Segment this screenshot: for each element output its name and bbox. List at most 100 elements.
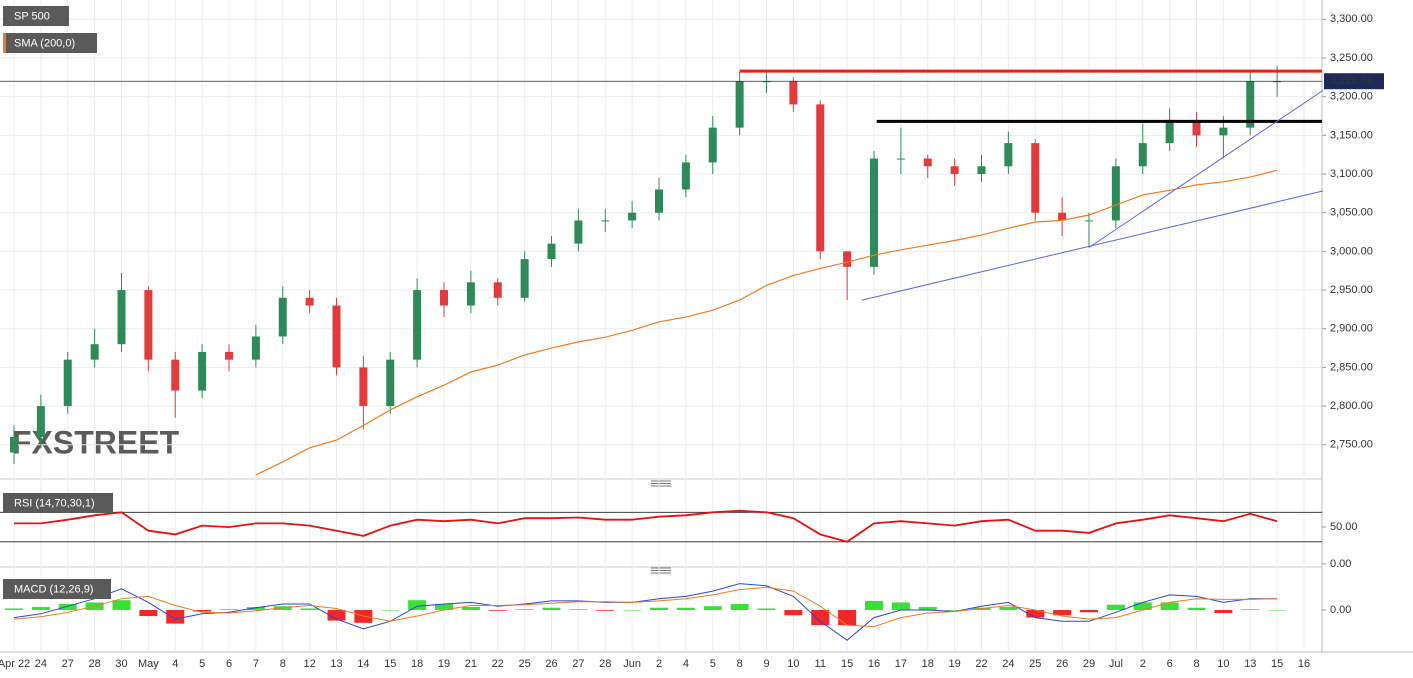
candle-body — [1246, 81, 1255, 128]
candle-body — [816, 104, 825, 252]
candle-body — [628, 212, 637, 221]
x-tick-label: 22 — [975, 658, 987, 670]
histogram-bar — [220, 609, 238, 610]
candle-body — [36, 406, 45, 438]
candle-body — [1031, 143, 1040, 213]
histogram-bar — [1187, 607, 1206, 610]
y-tick-label: 3,200.00 — [1330, 91, 1373, 103]
x-tick-label: 24 — [1002, 658, 1014, 670]
histogram-bar — [1241, 609, 1260, 610]
histogram-bar — [623, 610, 642, 611]
candle-body — [1165, 119, 1174, 144]
histogram-bar — [31, 606, 50, 610]
x-tick-label: 26 — [1056, 658, 1068, 670]
candle-body — [923, 158, 932, 167]
y-tick-label: 3,050.00 — [1330, 207, 1373, 219]
candle-body — [1219, 127, 1228, 136]
candle-body — [1004, 143, 1013, 167]
legend-label: SMA (200,0) — [14, 37, 75, 49]
histogram-bar — [542, 607, 561, 610]
histogram-bar — [300, 608, 319, 610]
y-tick-label: 3,300.00 — [1330, 13, 1373, 25]
x-tick-label: 27 — [572, 658, 584, 670]
resize-handle[interactable] — [651, 480, 671, 574]
x-tick-label: 12 — [304, 658, 316, 670]
histogram-bar — [1026, 610, 1045, 618]
candle-body — [117, 290, 126, 345]
candle-body — [251, 336, 260, 360]
x-tick-label: Apr 22 — [0, 658, 30, 670]
candle-body — [305, 297, 314, 306]
x-tick-label: 4 — [172, 658, 178, 670]
candle-body — [144, 290, 153, 360]
candle-body — [843, 251, 852, 267]
histogram-bar — [811, 610, 830, 626]
candle-body — [1085, 220, 1093, 222]
x-tick-label: 8 — [1193, 658, 1199, 670]
histogram-bar — [488, 610, 507, 611]
y-tick-label: 0.00 — [1330, 558, 1351, 570]
histogram-bar — [865, 600, 883, 610]
x-tick-label: 11 — [815, 658, 826, 670]
candle-body — [440, 290, 448, 306]
candle-body — [171, 359, 180, 391]
x-tick-label: 8 — [737, 658, 743, 670]
x-tick-label: 18 — [922, 658, 934, 670]
legend-box — [3, 579, 111, 599]
y-tick-label: 3,100.00 — [1330, 168, 1373, 180]
histogram-bar — [784, 610, 803, 616]
x-tick-label: 28 — [599, 658, 611, 670]
x-tick-label: 17 — [895, 658, 907, 670]
legend-box — [3, 33, 97, 53]
candle-body — [520, 259, 529, 298]
candle-body — [225, 351, 233, 360]
candle-body — [466, 282, 475, 306]
candle-body — [493, 282, 502, 298]
candle-body — [332, 305, 341, 368]
candle-body — [762, 81, 771, 83]
x-tick-label: 24 — [35, 658, 47, 670]
y-tick-label: 3,000.00 — [1330, 245, 1373, 257]
y-tick-label: 2,800.00 — [1330, 400, 1373, 412]
histogram-bar — [945, 610, 964, 611]
macd-line — [13, 586, 1278, 628]
histogram-bar — [650, 607, 668, 610]
x-tick-label: 27 — [62, 658, 74, 670]
x-tick-label: 28 — [89, 658, 101, 670]
x-tick-label: 25 — [1029, 658, 1041, 670]
last-price-label: 3,220.00 — [1330, 75, 1373, 87]
candle-body — [90, 344, 99, 360]
x-tick-label: May — [138, 658, 159, 670]
sma-line — [255, 169, 1278, 476]
x-tick-label: 9 — [763, 658, 769, 670]
y-tick-label: 50.00 — [1330, 521, 1358, 533]
candle-body — [1111, 166, 1120, 221]
x-tick-label: 16 — [1298, 658, 1310, 670]
histogram-bar — [1080, 610, 1098, 613]
x-tick-label: 7 — [253, 658, 259, 670]
x-tick-label: 16 — [868, 658, 880, 670]
candle-body — [574, 220, 583, 244]
candle-body — [278, 297, 287, 337]
x-tick-label: 29 — [1083, 658, 1095, 670]
candle-body — [977, 166, 986, 175]
candle-body — [950, 166, 959, 175]
histogram-bar — [1268, 610, 1287, 611]
candle-body — [359, 367, 368, 407]
x-tick-label: 22 — [492, 658, 504, 670]
x-tick-label: 2 — [656, 658, 662, 670]
candle-body — [789, 81, 798, 105]
x-tick-label: 8 — [280, 658, 286, 670]
x-tick-label: 15 — [841, 658, 853, 670]
histogram-bar — [1160, 602, 1179, 610]
histogram-bar — [703, 606, 722, 610]
histogram-bar — [5, 608, 23, 610]
histogram-bar — [515, 609, 534, 610]
histogram-bar — [757, 608, 776, 610]
x-tick-label: 5 — [199, 658, 205, 670]
histogram-bar — [569, 609, 588, 610]
histogram-bar — [891, 602, 910, 610]
x-tick-label: 5 — [710, 658, 716, 670]
candle-body — [735, 81, 744, 128]
